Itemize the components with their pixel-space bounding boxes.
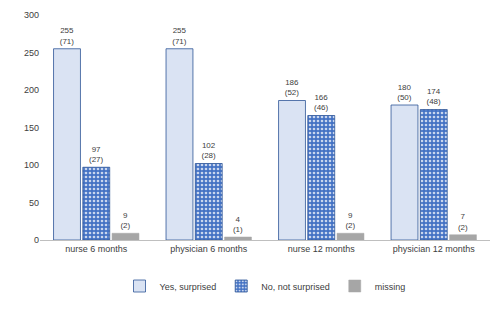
svg-text:No, not surprised: No, not surprised [261, 282, 330, 292]
svg-text:Yes, surprised: Yes, surprised [160, 282, 217, 292]
svg-text:4(1): 4(1) [233, 215, 243, 234]
svg-text:0: 0 [34, 235, 39, 245]
svg-text:physician 12 months: physician 12 months [393, 244, 476, 254]
svg-text:9(2): 9(2) [345, 211, 355, 230]
svg-text:255(71): 255(71) [172, 26, 187, 45]
svg-text:180(50): 180(50) [397, 83, 412, 102]
svg-text:166(46): 166(46) [314, 93, 329, 112]
svg-text:250: 250 [24, 48, 39, 58]
svg-text:nurse 12 months: nurse 12 months [288, 244, 356, 254]
svg-text:7(2): 7(2) [458, 212, 468, 231]
svg-text:9(2): 9(2) [120, 211, 130, 230]
svg-text:97(27): 97(27) [89, 145, 104, 164]
svg-text:200: 200 [24, 85, 39, 95]
svg-text:255(71): 255(71) [60, 26, 75, 45]
svg-text:174(48): 174(48) [426, 87, 441, 106]
svg-text:150: 150 [24, 123, 39, 133]
svg-text:100: 100 [24, 160, 39, 170]
svg-text:102(28): 102(28) [201, 141, 216, 160]
svg-text:nurse 6 months: nurse 6 months [65, 244, 128, 254]
svg-text:physician 6 months: physician 6 months [170, 244, 248, 254]
svg-text:missing: missing [375, 282, 406, 292]
svg-text:186(52): 186(52) [285, 78, 300, 97]
svg-text:300: 300 [24, 10, 39, 20]
svg-text:50: 50 [29, 198, 39, 208]
